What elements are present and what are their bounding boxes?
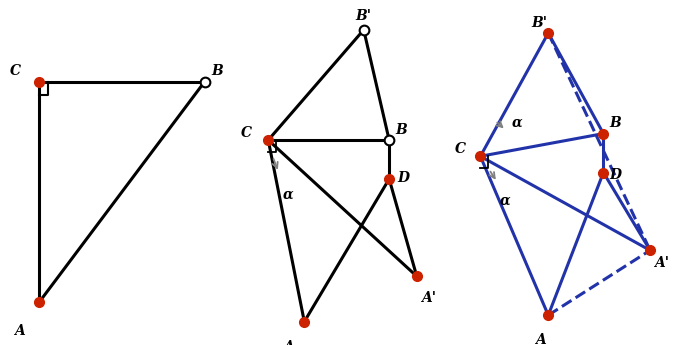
Text: B': B'	[532, 16, 547, 30]
Text: A: A	[283, 340, 294, 345]
Text: C: C	[455, 142, 466, 156]
Text: B: B	[211, 64, 223, 78]
Text: D: D	[610, 168, 622, 182]
Text: B: B	[395, 122, 408, 137]
Text: C: C	[240, 126, 251, 140]
Text: A: A	[536, 333, 546, 345]
Text: C: C	[10, 64, 21, 78]
Text: α: α	[499, 194, 510, 208]
Text: B': B'	[356, 9, 371, 23]
Text: α: α	[283, 187, 294, 201]
Text: B: B	[610, 116, 621, 130]
Text: α: α	[512, 116, 523, 130]
Text: D: D	[398, 171, 410, 185]
Text: A: A	[14, 324, 25, 338]
Text: A': A'	[421, 291, 436, 305]
Text: A': A'	[654, 256, 669, 269]
